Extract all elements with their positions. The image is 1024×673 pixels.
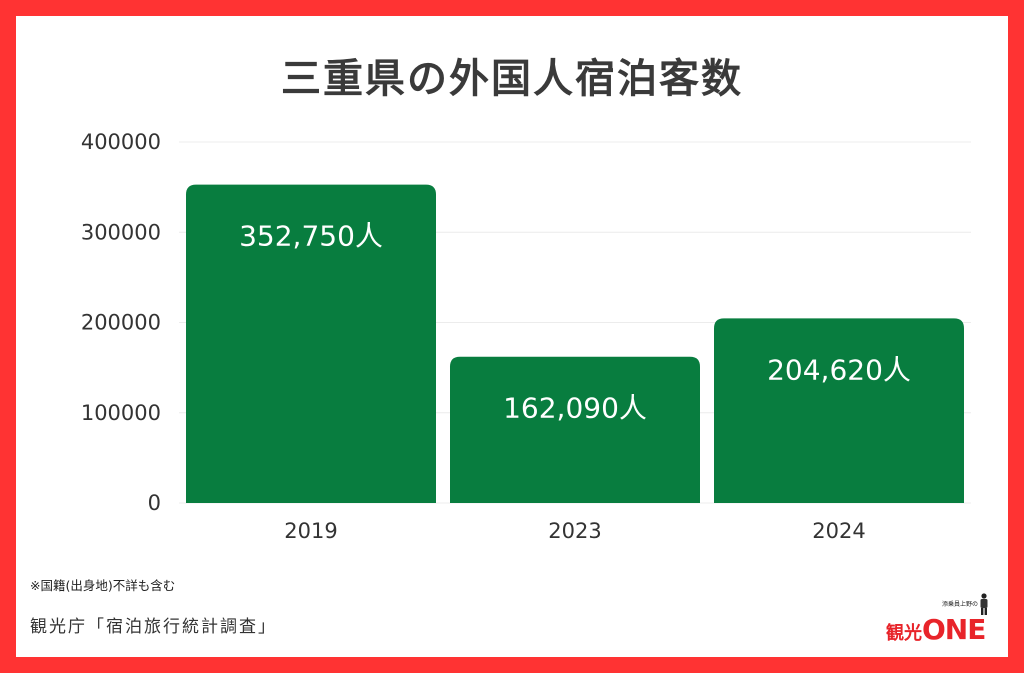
footnote: ※国籍(出身地)不詳も含む <box>30 578 176 593</box>
logo-kanko: 観光 <box>886 623 922 644</box>
logo-one: ONE <box>922 613 986 646</box>
bars <box>186 184 964 503</box>
bar-value-label: 162,090人 <box>503 392 647 425</box>
source-credit: 観光庁「宿泊旅行統計調査」 <box>30 617 277 637</box>
y-tick-label: 300000 <box>81 220 161 244</box>
x-axis-ticks: 2019 2023 2024 <box>284 519 865 543</box>
y-tick-label: 100000 <box>81 401 161 425</box>
logo-tagline: 添乗員上野の <box>941 601 978 608</box>
person-icon <box>980 593 988 615</box>
chart-title: 三重県の外国人宿泊客数 <box>281 56 743 102</box>
value-labels: 352,750人 162,090人 204,620人 <box>239 220 911 425</box>
bar-chart: 0 100000 200000 300000 400000 352,750人 162,09… <box>81 130 971 543</box>
x-tick-label: 2024 <box>812 519 865 543</box>
bar-value-label: 204,620人 <box>767 353 911 386</box>
y-tick-label: 200000 <box>81 311 161 335</box>
bar-value-label: 352,750人 <box>239 220 383 253</box>
brand-logo: 添乗員上野の 観光ONE <box>884 593 996 649</box>
y-tick-label: 400000 <box>81 130 161 154</box>
x-tick-label: 2023 <box>548 519 601 543</box>
bar <box>186 184 436 503</box>
bar <box>714 318 964 503</box>
chart-card: 三重県の外国人宿泊客数 0 100000 200000 300000 400000 35… <box>16 16 1008 657</box>
logo-mark: 観光ONE <box>886 613 986 646</box>
y-axis-ticks: 0 100000 200000 300000 400000 <box>81 130 161 515</box>
y-tick-label: 0 <box>148 491 161 515</box>
bar <box>450 356 700 503</box>
x-tick-label: 2019 <box>284 519 337 543</box>
